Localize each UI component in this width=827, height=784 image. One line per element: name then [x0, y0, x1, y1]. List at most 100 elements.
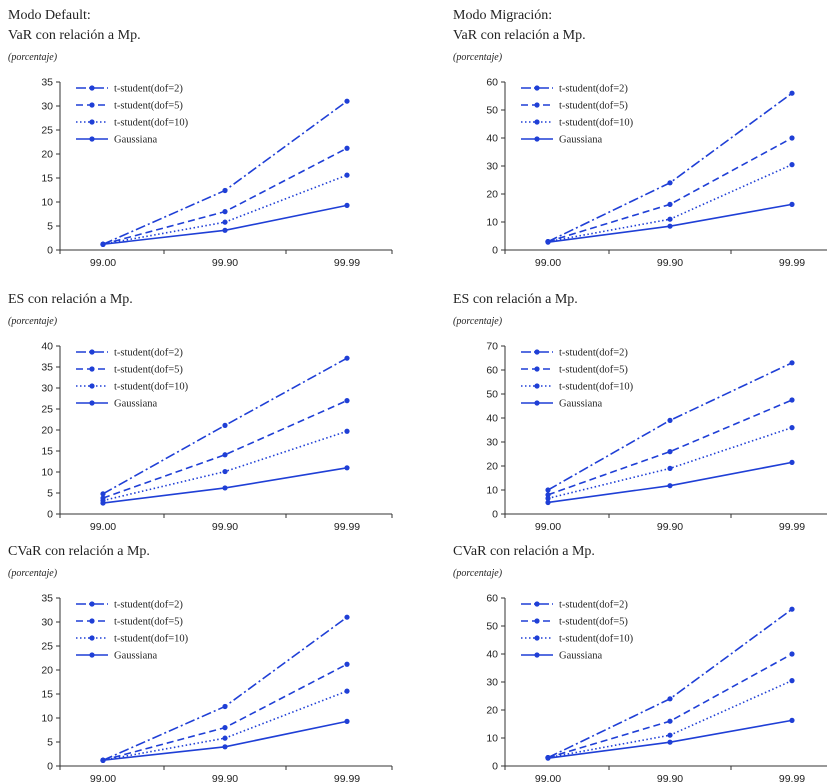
x-tick-label: 99.90 [657, 257, 683, 269]
data-point [545, 239, 551, 245]
data-point [344, 172, 350, 178]
legend-label: Gaussiana [559, 399, 602, 410]
y-tick-label: 70 [486, 341, 498, 353]
es-default-panel: ES con relación a Mp. (porcentaje) 0 5 10 1… [0, 292, 400, 533]
series-line [102, 690, 348, 762]
data-point [789, 717, 795, 723]
data-point [222, 468, 228, 475]
x-tick-label: 99.99 [334, 773, 360, 784]
data-point [222, 219, 228, 225]
legend-label: t-student(dof=2) [559, 84, 628, 95]
y-tick-label: 35 [41, 362, 53, 374]
chart-unit: (porcentaje) [8, 52, 58, 63]
var-default-chart: 0 5 10 15 20 25 30 35 99.00 99.90 99.99 t-student(d… [41, 77, 393, 269]
x-tick-label: 99.99 [334, 257, 360, 269]
migration-mode-title: Modo Migración: [453, 8, 553, 23]
data-point [344, 718, 350, 724]
legend-label: t-student(dof=5) [559, 617, 628, 628]
legend-label: t-student(dof=10) [114, 634, 189, 645]
legend-marker [89, 635, 95, 641]
y-tick-label: 30 [41, 383, 53, 395]
legend-label: Gaussiana [559, 651, 602, 662]
data-point [667, 696, 673, 702]
y-tick-label: 40 [486, 413, 498, 425]
data-point [100, 757, 106, 763]
y-tick-label: 15 [41, 173, 53, 185]
data-point [222, 485, 228, 491]
data-point [222, 227, 228, 233]
legend-marker [534, 635, 540, 641]
data-point [222, 703, 228, 710]
legend-label: t-student(dof=10) [114, 118, 189, 129]
cvar-default-panel: CVaR con relación a Mp. (porcentaje) 0 5 1… [0, 544, 400, 784]
y-tick-label: 20 [486, 189, 498, 201]
y-tick-label: 50 [486, 105, 498, 117]
y-tick-label: 5 [47, 221, 53, 233]
y-tick-label: 40 [41, 341, 53, 353]
x-tick-label: 99.00 [90, 773, 116, 784]
y-tick-label: 0 [47, 761, 53, 773]
legend-marker [534, 136, 540, 142]
data-point [789, 397, 795, 403]
data-point [789, 90, 795, 96]
chart-unit: (porcentaje) [8, 316, 58, 327]
x-tick-label: 99.90 [657, 521, 683, 533]
legend-label: t-student(dof=5) [559, 365, 628, 376]
y-tick-label: 25 [41, 125, 53, 137]
x-tick-label: 99.90 [212, 521, 238, 533]
y-tick-label: 40 [486, 133, 498, 145]
data-point [222, 725, 228, 731]
data-point [789, 606, 795, 612]
chart-title: ES con relación a Mp. [8, 292, 133, 307]
data-point [789, 135, 795, 141]
y-tick-label: 0 [492, 245, 498, 257]
y-tick-label: 40 [486, 649, 498, 661]
chart-title: CVaR con relación a Mp. [8, 544, 150, 559]
legend-label: t-student(dof=10) [559, 634, 634, 645]
data-point [667, 449, 673, 455]
y-tick-label: 30 [486, 161, 498, 173]
data-point [667, 465, 673, 471]
data-point [344, 614, 350, 620]
data-point [344, 98, 350, 104]
legend-marker [534, 383, 540, 389]
legend-label: t-student(dof=10) [559, 382, 634, 393]
data-point [789, 360, 795, 366]
y-tick-label: 30 [41, 101, 53, 113]
y-tick-label: 25 [41, 641, 53, 653]
y-tick-label: 0 [492, 761, 498, 773]
legend-marker [89, 601, 95, 607]
var-migration-panel: VaR con relación a Mp. (porcentaje) 0 10 2… [445, 28, 827, 269]
legend-label: t-student(dof=2) [114, 348, 183, 359]
chart-title: VaR con relación a Mp. [453, 28, 586, 43]
y-tick-label: 20 [41, 665, 53, 677]
chart-title: ES con relación a Mp. [453, 292, 578, 307]
y-tick-label: 10 [41, 197, 53, 209]
data-point [789, 678, 795, 684]
x-tick-label: 99.00 [535, 773, 561, 784]
data-point [545, 755, 551, 761]
data-point [344, 465, 350, 471]
legend-marker [534, 102, 540, 108]
y-tick-label: 10 [41, 467, 53, 479]
y-tick-label: 35 [41, 593, 53, 605]
y-tick-label: 5 [47, 737, 53, 749]
y-tick-label: 60 [486, 365, 498, 377]
y-tick-label: 10 [486, 485, 498, 497]
legend-marker [534, 119, 540, 125]
data-point [222, 187, 228, 194]
es-default-chart: 0 5 10 15 20 25 30 35 40 99.00 99.90 99.99 t-student… [41, 341, 393, 533]
y-tick-label: 25 [41, 404, 53, 416]
legend-label: t-student(dof=5) [559, 101, 628, 112]
data-point [344, 145, 350, 151]
y-tick-label: 0 [492, 509, 498, 521]
data-point [667, 417, 673, 423]
legend-marker [534, 618, 540, 624]
legend-marker [89, 366, 95, 372]
legend-label: t-student(dof=5) [114, 617, 183, 628]
legend-label: t-student(dof=2) [559, 600, 628, 611]
x-tick-label: 99.90 [212, 773, 238, 784]
y-tick-label: 0 [47, 509, 53, 521]
data-point [789, 201, 795, 207]
x-tick-label: 99.00 [535, 521, 561, 533]
